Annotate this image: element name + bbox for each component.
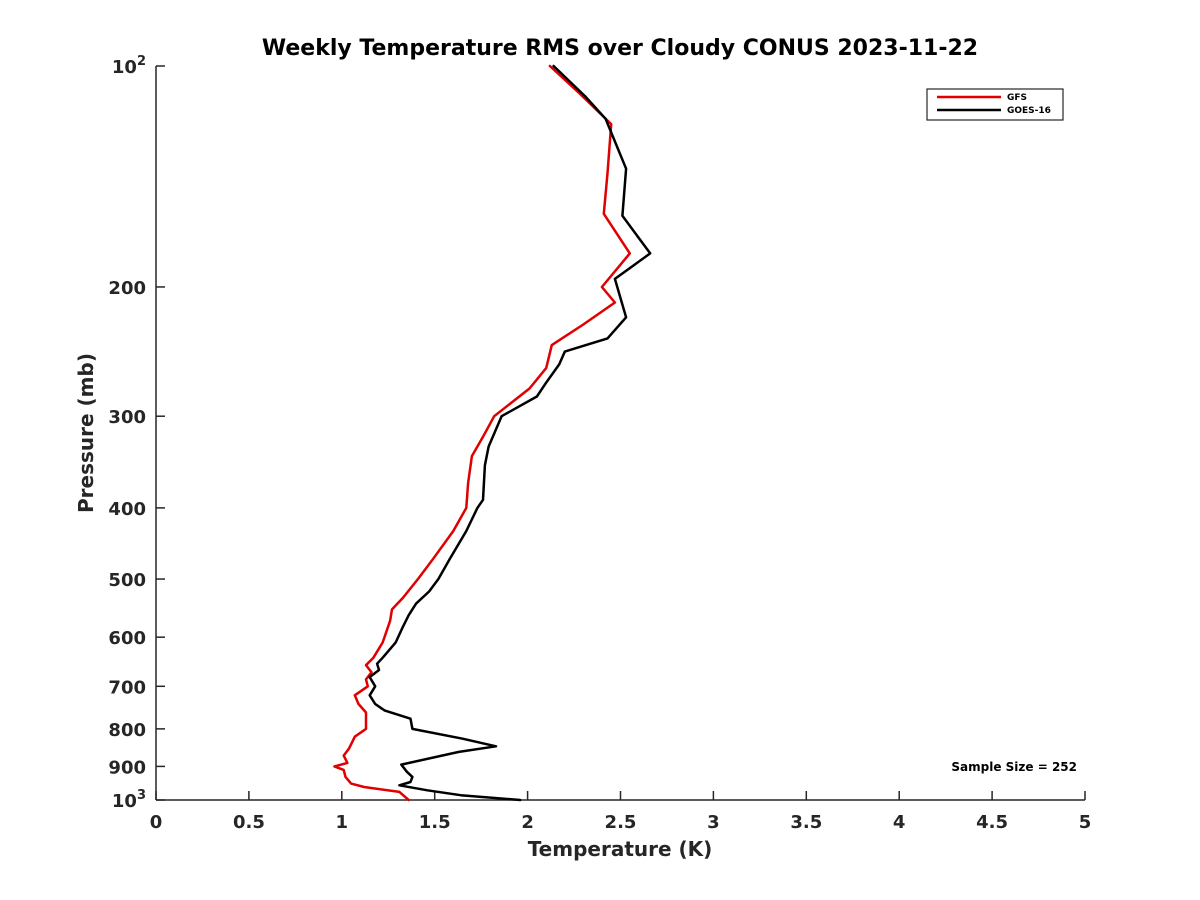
y-tick-label: 800 xyxy=(108,720,146,741)
series-line-goes-16 xyxy=(368,64,652,802)
y-tick-label: 700 xyxy=(108,677,146,698)
x-tick-label: 3 xyxy=(707,812,720,833)
series-layer xyxy=(333,64,652,802)
x-tick-label: 0.5 xyxy=(233,812,265,833)
x-tick-label: 1.5 xyxy=(419,812,451,833)
y-tick-label: 400 xyxy=(108,499,146,520)
y-tick-label: 500 xyxy=(108,570,146,591)
y-tick-label: 200 xyxy=(108,278,146,299)
legend-box xyxy=(926,88,1064,121)
x-tick-label: 4.5 xyxy=(976,812,1008,833)
legend-label: GFS xyxy=(1007,93,1027,103)
x-tick-label: 3.5 xyxy=(790,812,822,833)
y-tick-label: 300 xyxy=(108,407,146,428)
series-line-gfs xyxy=(333,64,632,802)
y-tick-label: 900 xyxy=(108,757,146,778)
y-axis-label: Pressure (mb) xyxy=(74,353,98,513)
y-tick-label: 102 xyxy=(112,54,146,78)
y-tick-label: 103 xyxy=(112,788,146,812)
x-tick-label: 5 xyxy=(1079,812,1092,833)
x-axis-label: Temperature (K) xyxy=(528,837,713,861)
x-tick-label: 0 xyxy=(150,812,163,833)
chart-title: Weekly Temperature RMS over Cloudy CONUS… xyxy=(262,36,978,61)
x-tick-label: 2 xyxy=(521,812,534,833)
sample-size-annotation: Sample Size = 252 xyxy=(951,760,1077,774)
y-tick-label: 600 xyxy=(108,628,146,649)
legend: GFS GOES-16 xyxy=(926,88,1064,121)
legend-label: GOES-16 xyxy=(1007,106,1051,116)
axes: 0 0.5 1 1.5 2 2.5 3 3.5 4 4.5 5 102 200 300 400 500 600 7… xyxy=(108,54,1091,833)
x-tick-label: 4 xyxy=(893,812,906,833)
x-tick-label: 1 xyxy=(336,812,349,833)
x-tick-label: 2.5 xyxy=(605,812,637,833)
